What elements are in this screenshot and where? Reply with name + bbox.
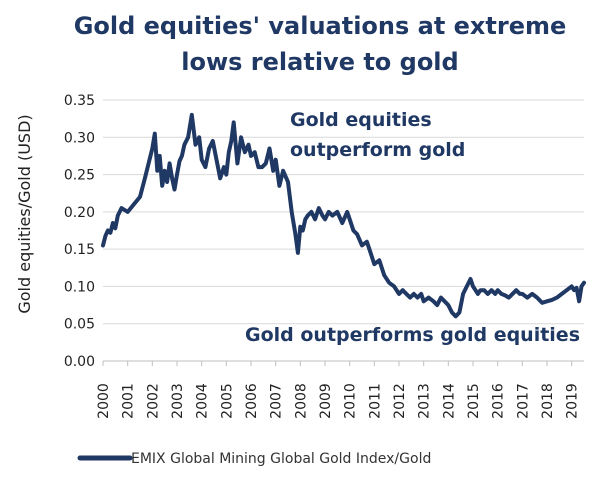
x-tick-label: 2016 <box>491 383 507 419</box>
x-tick-label: 2019 <box>565 383 581 419</box>
x-tick-label: 2014 <box>441 383 457 419</box>
annotation-outperform-line-1: Gold equities <box>290 109 432 131</box>
y-tick-label: 0.35 <box>64 93 95 109</box>
legend: EMIX Global Mining Global Gold Index/Gol… <box>77 451 431 467</box>
y-tick-label: 0.30 <box>64 130 95 146</box>
y-tick-label: 0.00 <box>64 354 95 370</box>
x-tick-label: 2018 <box>540 383 556 419</box>
y-tick-label: 0.15 <box>64 242 95 258</box>
chart-title-line-1: Gold equities' valuations at extreme <box>74 12 567 40</box>
x-tick-label: 2012 <box>392 383 408 419</box>
x-tick-label: 2013 <box>417 383 433 419</box>
x-tick-label: 2006 <box>244 383 260 419</box>
series-lines <box>101 112 586 319</box>
y-tick-label: 0.10 <box>64 279 95 295</box>
y-tick-label: 0.25 <box>64 168 95 184</box>
y-tick-labels: 0.00 0.05 0.10 0.15 0.20 0.25 0.30 0.35 <box>64 93 95 370</box>
x-tick-label: 2003 <box>170 383 186 419</box>
x-tick-label: 2004 <box>195 383 211 419</box>
x-tick-label: 2015 <box>466 383 482 419</box>
x-tick-label: 2009 <box>318 383 334 419</box>
x-tick-label: 2005 <box>219 383 235 419</box>
x-tick-label: 2002 <box>145 383 161 419</box>
y-tick-label: 0.05 <box>64 317 95 333</box>
x-tick-label: 2010 <box>343 383 359 419</box>
x-tick-label: 2001 <box>121 383 137 419</box>
annotation-underperform: Gold outperforms gold equities <box>245 324 580 346</box>
x-tick-label: 2007 <box>269 383 285 419</box>
y-tick-label: 0.20 <box>64 205 95 221</box>
x-tick-label: 2017 <box>515 383 531 419</box>
x-tick-label: 2011 <box>367 383 383 419</box>
x-tick-label: 2000 <box>96 383 112 419</box>
x-tick-labels: 2000 2001 2002 2003 2004 2005 2006 2007 2008 2009… <box>96 361 581 419</box>
gridlines <box>103 99 584 325</box>
chart-title-line-2: lows relative to gold <box>181 48 458 76</box>
legend-label: EMIX Global Mining Global Gold Index/Gol… <box>131 451 431 467</box>
x-tick-label: 2008 <box>293 383 309 419</box>
annotation-outperform-line-2: outperform gold <box>290 139 465 161</box>
y-axis-label: Gold equities/Gold (USD) <box>15 114 34 313</box>
series-line <box>101 112 586 319</box>
